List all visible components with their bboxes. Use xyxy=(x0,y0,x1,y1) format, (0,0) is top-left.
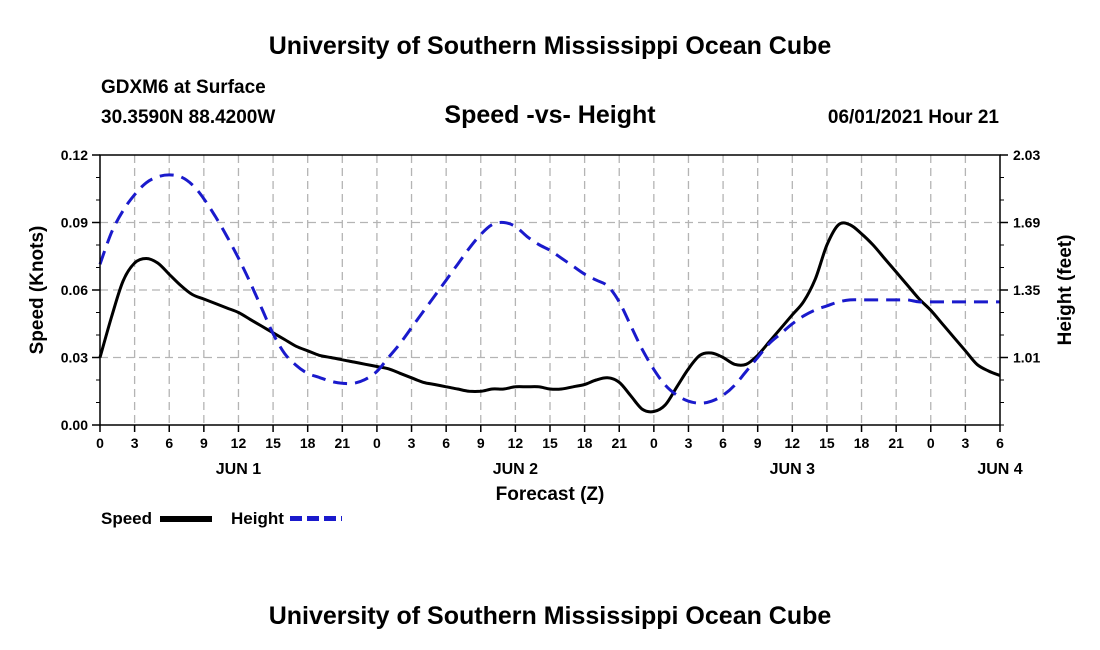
x-tick-label: 18 xyxy=(577,435,593,451)
y-tick-label: 0.03 xyxy=(61,350,88,366)
chart-title-top: University of Southern Mississippi Ocean… xyxy=(268,32,832,60)
x-day-label: JUN 3 xyxy=(770,461,815,478)
x-tick-label: 15 xyxy=(819,435,835,451)
x-axis-label: Forecast (Z) xyxy=(496,484,605,505)
x-tick-label: 0 xyxy=(650,435,658,451)
chart-subtitle: Speed -vs- Height xyxy=(444,101,656,129)
x-tick-label: 3 xyxy=(131,435,139,451)
x-tick-label: 12 xyxy=(508,435,524,451)
x-day-label: JUN 4 xyxy=(977,461,1022,478)
x-tick-label: 12 xyxy=(231,435,247,451)
x-tick-label: 0 xyxy=(927,435,935,451)
y2-tick-label: 1.35 xyxy=(1013,282,1040,298)
station-label: GDXM6 at Surface xyxy=(101,77,266,98)
x-tick-label: 9 xyxy=(477,435,485,451)
x-tick-label: 6 xyxy=(719,435,727,451)
x-tick-label: 21 xyxy=(335,435,351,451)
y-axis-label: Speed (Knots) xyxy=(27,226,48,355)
x-tick-label: 6 xyxy=(996,435,1004,451)
legend-speed-swatch xyxy=(160,516,212,522)
x-tick-label: 18 xyxy=(854,435,870,451)
x-tick-label: 21 xyxy=(888,435,904,451)
legend-speed-label: Speed xyxy=(101,509,153,528)
x-tick-label: 6 xyxy=(165,435,173,451)
speed-series-line xyxy=(98,221,1001,414)
x-tick-label: 3 xyxy=(408,435,416,451)
x-day-label: JUN 2 xyxy=(493,461,538,478)
coords-label: 30.3590N 88.4200W xyxy=(101,107,276,128)
x-tick-label: 3 xyxy=(961,435,969,451)
y-tick-label: 0.06 xyxy=(61,282,88,298)
legend-height-label: Height xyxy=(231,509,284,528)
datetime-label: 06/01/2021 Hour 21 xyxy=(827,107,999,128)
x-day-label: JUN 1 xyxy=(216,461,261,478)
plot-frame xyxy=(99,154,1001,426)
x-tick-label: 21 xyxy=(611,435,627,451)
y2-tick-label: 1.69 xyxy=(1013,215,1040,231)
y-tick-label: 0.00 xyxy=(61,417,88,433)
x-tick-label: 18 xyxy=(300,435,316,451)
y2-axis-label: Height (feet) xyxy=(1055,235,1076,346)
y-tick-label: 0.12 xyxy=(61,147,88,163)
x-tick-label: 6 xyxy=(442,435,450,451)
y-tick-label: 0.09 xyxy=(61,215,88,231)
x-tick-label: 15 xyxy=(542,435,558,451)
x-tick-label: 9 xyxy=(200,435,208,451)
y2-tick-label: 1.01 xyxy=(1013,350,1040,366)
x-tick-label: 3 xyxy=(685,435,693,451)
height-series-line xyxy=(98,173,1000,405)
legend-height-swatch xyxy=(290,516,342,521)
x-tick-label: 12 xyxy=(785,435,801,451)
y2-tick-label: 2.03 xyxy=(1013,147,1040,163)
chart-title-bottom: University of Southern Mississippi Ocean… xyxy=(268,602,832,630)
x-tick-label: 15 xyxy=(265,435,281,451)
x-tick-label: 0 xyxy=(373,435,381,451)
x-tick-label: 9 xyxy=(754,435,762,451)
x-tick-label: 0 xyxy=(96,435,104,451)
